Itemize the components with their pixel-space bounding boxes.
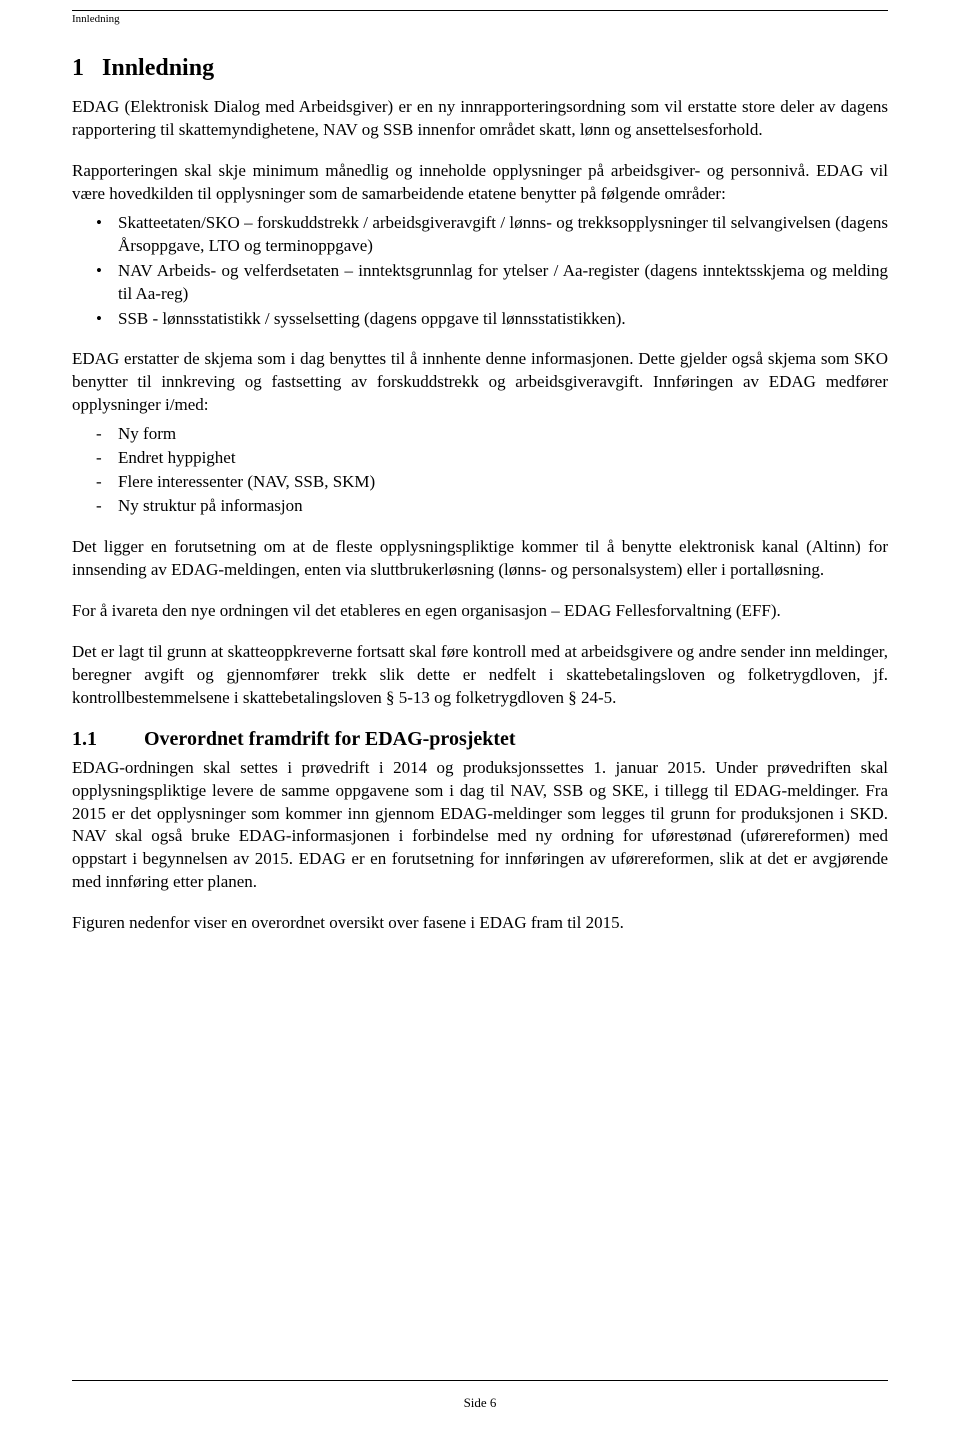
paragraph: EDAG (Elektronisk Dialog med Arbeidsgive… [72,96,888,142]
heading-2: 1.1 Overordnet framdrift for EDAG-prosje… [72,728,888,751]
list-item: Endret hyppighet [72,447,888,470]
list-item: Ny struktur på informasjon [72,495,888,518]
paragraph: Det ligger en forutsetning om at de fles… [72,536,888,582]
heading-1: 1 Innledning [72,55,888,82]
list-item: NAV Arbeids- og velferdsetaten – inntekt… [72,260,888,306]
dash-list: Ny form Endret hyppighet Flere interesse… [72,423,888,518]
heading-1-number: 1 [72,55,84,81]
header-rule [72,10,888,11]
footer-rule [72,1380,888,1381]
document-page: Innledning 1 Innledning EDAG (Elektronis… [0,0,960,1429]
page-footer: Side 6 [72,1380,888,1411]
heading-2-number: 1.1 [72,728,144,751]
page-number: Side 6 [72,1395,888,1411]
list-item: Flere interessenter (NAV, SSB, SKM) [72,471,888,494]
paragraph: For å ivareta den nye ordningen vil det … [72,600,888,623]
paragraph: Det er lagt til grunn at skatteoppkrever… [72,641,888,710]
paragraph: Figuren nedenfor viser en overordnet ove… [72,912,888,935]
heading-1-title: Innledning [102,55,214,81]
list-item: Skatteetaten/SKO – forskuddstrekk / arbe… [72,212,888,258]
header-section-label: Innledning [72,13,888,25]
heading-2-title: Overordnet framdrift for EDAG-prosjektet [144,728,516,751]
paragraph: EDAG erstatter de skjema som i dag benyt… [72,348,888,417]
paragraph: Rapporteringen skal skje minimum månedli… [72,160,888,206]
paragraph: EDAG-ordningen skal settes i prøvedrift … [72,757,888,895]
bullet-list: Skatteetaten/SKO – forskuddstrekk / arbe… [72,212,888,331]
list-item: Ny form [72,423,888,446]
list-item: SSB - lønnsstatistikk / sysselsetting (d… [72,308,888,331]
